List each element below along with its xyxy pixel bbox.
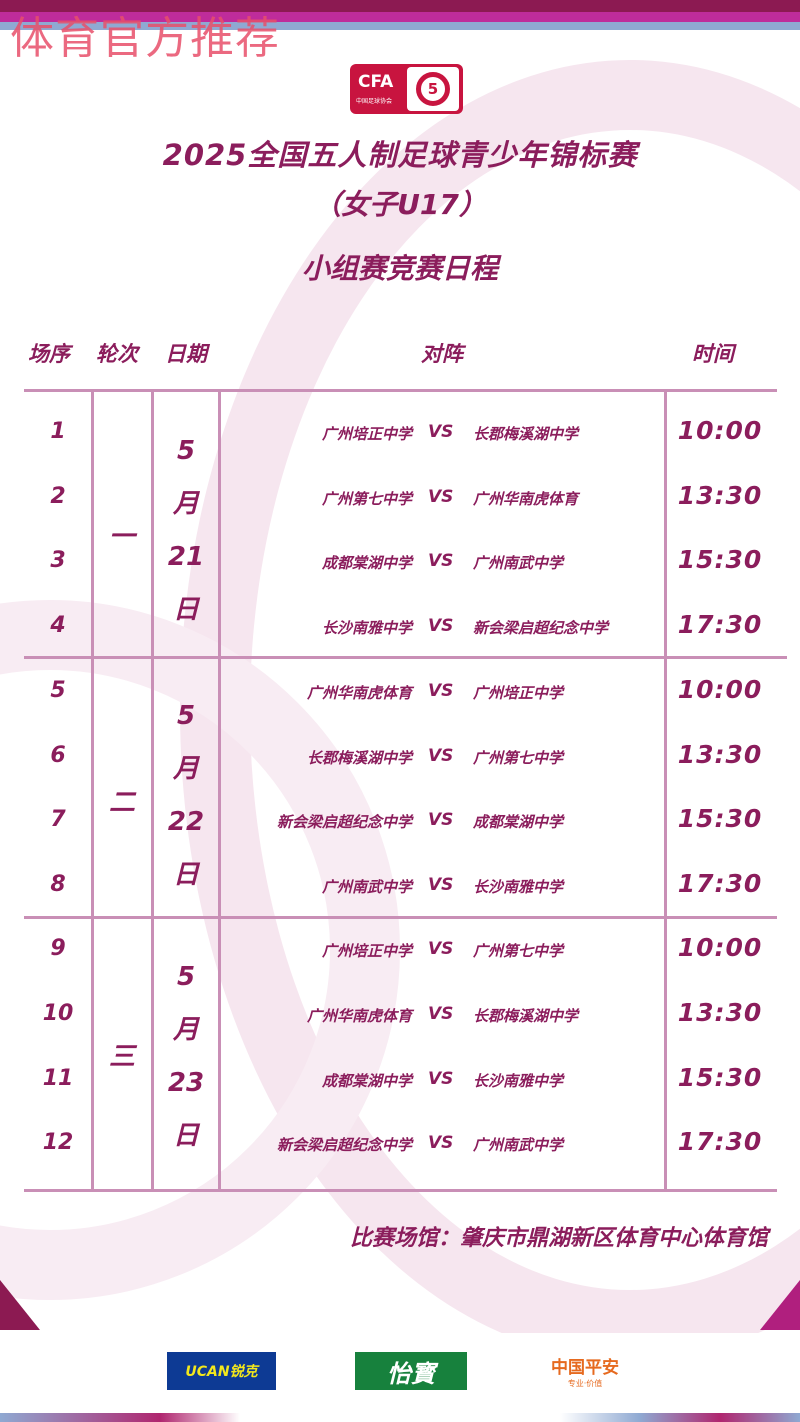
match-number: 8: [50, 872, 66, 897]
watermark: 体育官方推荐: [10, 13, 280, 64]
match-time: 15:30: [677, 545, 763, 574]
away-team: 广州培正中学: [473, 684, 564, 702]
date-part: 日: [172, 860, 199, 890]
date-part: 5: [176, 701, 196, 731]
home-team: 广州华南虎体育: [306, 684, 412, 702]
match-number: 11: [42, 1066, 74, 1091]
away-team: 长沙南雅中学: [473, 878, 564, 896]
event-title: 2025全国五人制足球青少年锦标赛: [162, 138, 638, 172]
vs-label: VS: [428, 1069, 454, 1089]
date-part: 日: [172, 595, 199, 625]
round-label: 三: [108, 1042, 135, 1072]
away-team: 广州第七中学: [473, 749, 564, 767]
home-team: 广州第七中学: [321, 490, 412, 508]
date-part: 月: [172, 1015, 199, 1045]
away-team: 长沙南雅中学: [473, 1072, 564, 1090]
date-part: 22: [167, 807, 205, 837]
home-team: 成都棠湖中学: [321, 1072, 412, 1090]
round-label: 二: [108, 788, 135, 818]
schedule-title: 小组赛竞赛日程: [301, 252, 498, 285]
match-number: 3: [50, 548, 66, 573]
match-number: 9: [50, 936, 66, 961]
home-team: 广州南武中学: [321, 878, 412, 896]
date-part: 21: [167, 542, 205, 572]
home-team: 新会梁启超纪念中学: [276, 1136, 412, 1154]
away-team: 新会梁启超纪念中学: [473, 619, 609, 637]
vs-label: VS: [428, 551, 454, 571]
away-team: 长郡梅溪湖中学: [473, 1007, 579, 1025]
match-time: 13:30: [677, 998, 763, 1027]
vs-label: VS: [428, 810, 454, 830]
home-team: 广州华南虎体育: [306, 1007, 412, 1025]
home-team: 广州培正中学: [321, 425, 412, 443]
header-no: 场序: [28, 342, 70, 366]
event-subtitle: （女子U17）: [313, 188, 487, 221]
vs-label: VS: [428, 681, 454, 701]
home-team: 长郡梅溪湖中学: [306, 749, 412, 767]
home-team: 长沙南雅中学: [321, 619, 412, 637]
date-part: 23: [167, 1068, 205, 1098]
date-part: 日: [172, 1121, 199, 1151]
cfa-logo: CFA 中国足球协会 5: [350, 64, 463, 114]
match-time: 15:30: [677, 804, 763, 833]
away-team: 广州南武中学: [473, 554, 564, 572]
away-team: 成都棠湖中学: [473, 813, 564, 831]
match-number: 12: [42, 1130, 74, 1155]
date-part: 月: [172, 754, 199, 784]
match-number: 7: [50, 807, 66, 832]
futsal-ball-icon: 5: [416, 72, 450, 106]
match-number: 4: [50, 613, 66, 638]
vs-label: VS: [428, 746, 454, 766]
home-team: 新会梁启超纪念中学: [276, 813, 412, 831]
sponsor-yibao: 怡寳: [355, 1352, 467, 1390]
header-round: 轮次: [96, 342, 138, 366]
away-team: 长郡梅溪湖中学: [473, 425, 579, 443]
match-number: 2: [50, 484, 66, 509]
venue: 比赛场馆：肇庆市鼎湖新区体育中心体育馆: [349, 1226, 768, 1251]
vs-label: VS: [428, 875, 454, 895]
sponsor-ucan: UCAN锐克: [167, 1352, 276, 1390]
vs-label: VS: [428, 616, 454, 636]
header-match: 对阵: [421, 342, 463, 366]
away-team: 广州南武中学: [473, 1136, 564, 1154]
match-time: 10:00: [677, 416, 763, 445]
date-part: 5: [176, 962, 196, 992]
match-time: 17:30: [677, 610, 763, 639]
header-date: 日期: [165, 342, 207, 366]
sponsor-pingan: 中国平安 专业·价值: [551, 1358, 619, 1388]
vs-label: VS: [428, 487, 454, 507]
match-time: 10:00: [677, 933, 763, 962]
round-label: 一: [108, 522, 135, 552]
home-team: 成都棠湖中学: [321, 554, 412, 572]
match-time: 10:00: [677, 675, 763, 704]
match-time: 15:30: [677, 1063, 763, 1092]
match-time: 13:30: [677, 740, 763, 769]
away-team: 广州华南虎体育: [473, 490, 579, 508]
vs-label: VS: [428, 422, 454, 442]
vs-label: VS: [428, 939, 454, 959]
match-number: 1: [50, 419, 66, 444]
vs-label: VS: [428, 1004, 454, 1024]
header-time: 时间: [692, 342, 734, 366]
date-part: 月: [172, 489, 199, 519]
vs-label: VS: [428, 1133, 454, 1153]
match-time: 17:30: [677, 1127, 763, 1156]
match-number: 5: [50, 678, 66, 703]
match-number: 10: [42, 1001, 74, 1026]
match-time: 13:30: [677, 481, 763, 510]
match-time: 17:30: [677, 869, 763, 898]
date-part: 5: [176, 436, 196, 466]
home-team: 广州培正中学: [321, 942, 412, 960]
away-team: 广州第七中学: [473, 942, 564, 960]
match-number: 6: [50, 743, 66, 768]
